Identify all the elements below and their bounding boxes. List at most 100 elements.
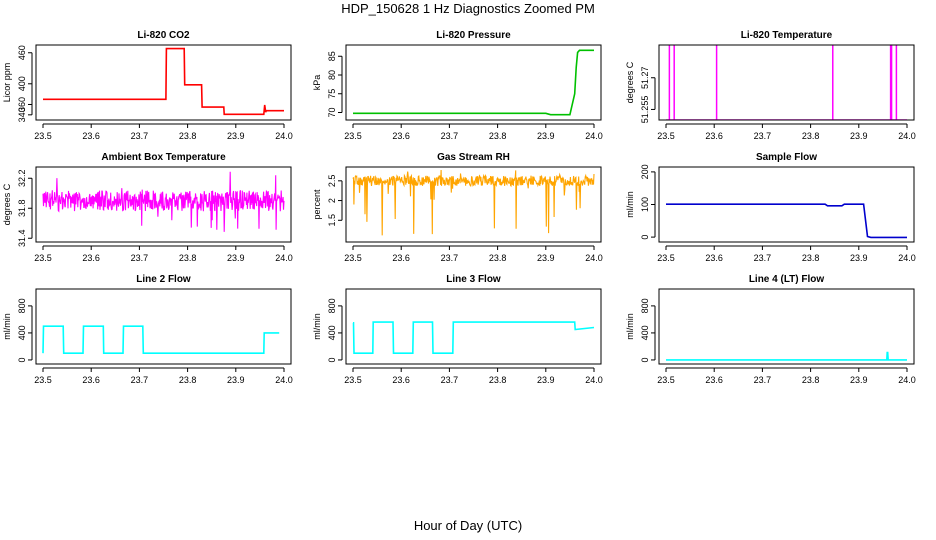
x-tick-label: 23.9 <box>227 253 245 263</box>
y-tick-label: 0 <box>327 357 337 362</box>
plot-area <box>352 169 595 236</box>
panel-sample: Sample Flow 23.5 23.6 23.7 23.8 23.9 24.0 0 100 2… <box>625 152 916 263</box>
x-tick-label: 24.0 <box>275 253 293 263</box>
plot-area <box>353 49 594 116</box>
x-tick-label: 24.0 <box>585 131 603 141</box>
x-tick-label: 23.8 <box>489 253 507 263</box>
y-tick-label: 100 <box>640 197 650 212</box>
plot-frame <box>35 288 292 365</box>
y-tick-label: 70 <box>327 107 337 117</box>
x-tick-label: 23.6 <box>392 375 410 385</box>
x-tick-label: 24.0 <box>275 131 293 141</box>
x-axis: 23.5 23.6 23.7 23.8 23.9 24.0 <box>344 123 603 141</box>
y-tick-label: 2 <box>327 198 337 203</box>
x-tick-label: 24.0 <box>898 131 916 141</box>
y-axis: 1.5 2 2.5 percent <box>312 175 343 227</box>
x-tick-label: 23.7 <box>754 375 772 385</box>
y-tick-label: 800 <box>327 298 337 313</box>
x-axis: 23.5 23.6 23.7 23.8 23.9 24.0 <box>34 245 293 263</box>
x-tick-label: 23.6 <box>82 375 100 385</box>
y-axis-label: percent <box>312 189 322 220</box>
panel-title: Li-820 Pressure <box>436 30 511 41</box>
series-line <box>352 321 595 355</box>
plot-area <box>43 47 284 116</box>
panel-title: Li-820 Temperature <box>741 30 833 41</box>
x-tick-label: 23.6 <box>392 131 410 141</box>
y-tick-label: 340 <box>17 107 27 122</box>
y-tick-label: 800 <box>17 298 27 313</box>
x-axis: 23.5 23.6 23.7 23.8 23.9 24.0 <box>344 245 603 263</box>
x-tick-label: 23.7 <box>441 253 459 263</box>
x-tick-label: 24.0 <box>898 253 916 263</box>
plot-frame <box>658 288 915 365</box>
x-tick-label: 23.7 <box>754 131 772 141</box>
y-tick-label: 2.5 <box>327 175 337 188</box>
x-tick-label: 23.9 <box>537 131 555 141</box>
series-line <box>353 49 594 116</box>
panel-line2: Line 2 Flow 23.5 23.6 23.7 23.8 23.9 24.0 0 400 8… <box>2 274 293 385</box>
panel-title: Li-820 CO2 <box>137 30 190 41</box>
y-tick-label: 31.4 <box>17 229 27 247</box>
series-line <box>666 203 907 239</box>
x-tick-label: 23.6 <box>705 253 723 263</box>
y-axis-label: ml/min <box>625 191 635 218</box>
plot-area <box>42 325 280 355</box>
panel-temperature: Li-820 Temperature 23.5 23.6 23.7 23.8 23.9 24… <box>625 30 916 141</box>
x-tick-label: 23.9 <box>537 253 555 263</box>
y-tick-label: 75 <box>327 89 337 99</box>
panel-title: Line 4 (LT) Flow <box>749 274 825 285</box>
y-tick-label: 0 <box>17 357 27 362</box>
x-axis: 23.5 23.6 23.7 23.8 23.9 24.0 <box>657 367 916 385</box>
x-tick-label: 23.5 <box>34 131 52 141</box>
y-tick-label: 51.255 <box>640 96 650 124</box>
panel-rh: Gas Stream RH 23.5 23.6 23.7 23.8 23.9 24.0 1.5… <box>312 152 603 263</box>
plot-frame <box>35 166 292 243</box>
y-axis-label: degrees C <box>625 61 635 103</box>
panel-line4: Line 4 (LT) Flow 23.5 23.6 23.7 23.8 23.9 24.0… <box>625 274 916 385</box>
y-tick-label: 1.5 <box>327 214 337 227</box>
x-tick-label: 24.0 <box>898 375 916 385</box>
x-tick-label: 23.5 <box>657 131 675 141</box>
y-tick-label: 400 <box>17 76 27 91</box>
x-tick-label: 23.6 <box>82 131 100 141</box>
x-tick-label: 24.0 <box>585 253 603 263</box>
x-tick-label: 23.9 <box>850 375 868 385</box>
y-axis-label: ml/min <box>2 313 12 340</box>
x-tick-label: 23.7 <box>441 131 459 141</box>
panel-title: Line 2 Flow <box>136 274 191 285</box>
series-line <box>352 169 595 236</box>
x-tick-label: 23.8 <box>179 375 197 385</box>
x-axis: 23.5 23.6 23.7 23.8 23.9 24.0 <box>657 245 916 263</box>
x-tick-label: 23.9 <box>537 375 555 385</box>
plot-frame <box>658 166 915 243</box>
x-tick-label: 23.5 <box>657 253 675 263</box>
plot-frame <box>345 44 602 121</box>
x-tick-label: 23.7 <box>131 375 149 385</box>
y-tick-label: 400 <box>640 325 650 340</box>
y-axis: 31.4 31.8 32.2 degrees C <box>2 169 33 247</box>
series-line <box>42 171 285 232</box>
x-tick-label: 23.5 <box>344 253 362 263</box>
plot-area <box>42 171 285 232</box>
x-axis: 23.5 23.6 23.7 23.8 23.9 24.0 <box>34 123 293 141</box>
plot-frame <box>345 288 602 365</box>
x-tick-label: 23.5 <box>657 375 675 385</box>
plot-frame <box>658 44 915 121</box>
x-tick-label: 23.8 <box>489 131 507 141</box>
plot-area <box>666 203 907 239</box>
y-axis: 70 75 80 85 kPa <box>312 51 343 118</box>
x-tick-label: 23.5 <box>34 375 52 385</box>
x-tick-label: 23.9 <box>850 131 868 141</box>
y-tick-label: 80 <box>327 70 337 80</box>
x-tick-label: 23.8 <box>802 131 820 141</box>
y-axis: 0 400 800 ml/min <box>625 298 656 362</box>
y-axis: 0 400 800 ml/min <box>2 298 33 362</box>
x-tick-label: 23.7 <box>131 253 149 263</box>
x-tick-label: 23.5 <box>34 253 52 263</box>
x-tick-label: 23.8 <box>489 375 507 385</box>
y-tick-label: 460 <box>17 45 27 60</box>
panel-title: Ambient Box Temperature <box>101 152 226 163</box>
